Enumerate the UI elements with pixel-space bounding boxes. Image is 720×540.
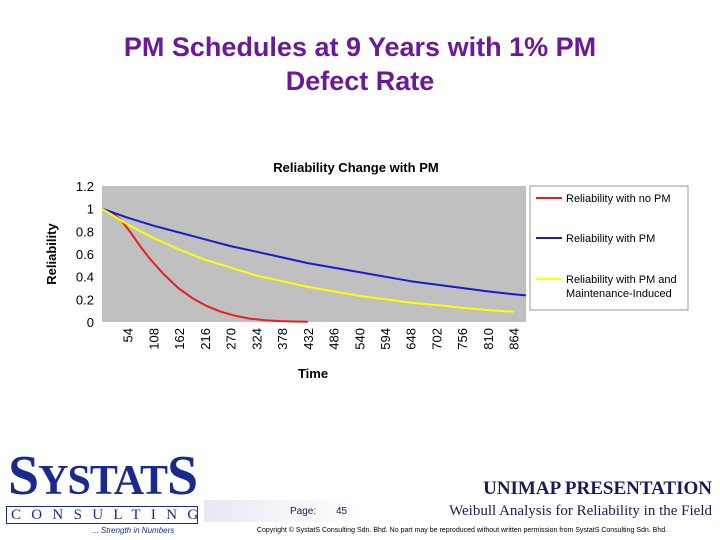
y-tick-label: 0.8 [76, 224, 94, 239]
x-tick-label: 864 [507, 328, 522, 350]
x-tick-label: 162 [172, 328, 187, 350]
page-number: 45 [336, 506, 348, 517]
slide-title: PM Schedules at 9 Years with 1% PM Defec… [40, 30, 680, 98]
x-tick-label-text: 216 [198, 328, 213, 350]
x-tick-label-text: 54 [121, 328, 136, 342]
systats-logo: SYSTATS CONSULTING ... Strength in Numbe… [6, 448, 202, 540]
y-tick-label: 1 [87, 202, 94, 217]
logo-wordmark: SYSTATS [8, 448, 198, 504]
x-tick-label: 378 [275, 328, 290, 350]
x-tick-label: 540 [352, 328, 367, 350]
plot-background [102, 186, 526, 322]
x-tick-label: 702 [429, 328, 444, 350]
x-tick-label-text: 594 [378, 328, 393, 350]
y-tick-label: 0 [87, 315, 94, 330]
x-tick-label: 756 [455, 328, 470, 350]
legend-label-2: Reliability with PM [566, 233, 655, 245]
logo-letters-middle: YSTAT [38, 458, 168, 504]
y-tick-label: 0.2 [76, 292, 94, 307]
footer-band [204, 500, 720, 522]
presentation-label: UNIMAP PRESENTATION [483, 478, 712, 499]
x-tick-label-text: 378 [275, 328, 290, 350]
x-tick-label-text: 432 [301, 328, 316, 350]
legend-label-3: Reliability with PM and Maintenance-Induc… [566, 274, 677, 300]
slide-title-line1: PM Schedules at 9 Years with 1% PM [123, 32, 597, 62]
y-tick-label: 0.6 [76, 247, 94, 262]
x-tick-label-text: 486 [327, 328, 342, 350]
legend-label-1: Reliability with no PM [566, 193, 671, 205]
logo-consulting-bar: CONSULTING [6, 506, 198, 524]
x-tick-label: 486 [327, 328, 342, 350]
x-tick-label-text: 108 [147, 328, 162, 350]
chart-legend: Reliability with no PM Reliability with P… [529, 185, 689, 311]
legend-box [529, 185, 689, 311]
y-tick-label: 0.4 [76, 270, 94, 285]
x-tick-label-text: 162 [172, 328, 187, 350]
series-line-3 [101, 207, 514, 313]
x-tick-label: 594 [378, 328, 393, 350]
reliability-chart: Reliability Change with PM Reliability T… [44, 160, 689, 381]
y-tick-labels: 0 0.2 0.4 0.6 0.8 1 1.2 [76, 179, 94, 330]
series-line-2 [101, 207, 527, 297]
x-tick-label: 270 [224, 328, 239, 350]
logo-letter-s-first: S [8, 445, 39, 507]
copyright-notice: Copyright © SystatS Consulting Sdn. Bhd.… [256, 527, 668, 534]
x-tick-label-text: 702 [429, 328, 444, 350]
x-tick-label-text: 270 [224, 328, 239, 350]
logo-letter-s-last: S [166, 445, 198, 507]
x-tick-label-text: 756 [455, 328, 470, 350]
x-tick-label-text: 648 [404, 328, 419, 350]
y-tick-label: 1.2 [76, 179, 94, 194]
x-tick-label-text: 540 [352, 328, 367, 350]
logo-tagline: ... Strength in Numbers [92, 526, 175, 535]
slide-title-line2: Defect Rate [285, 66, 435, 96]
x-tick-label: 54 [121, 328, 136, 342]
series-line-1 [101, 207, 308, 323]
x-tick-labels: 54 108 162 216 270 324 378 432 486 540 594 648 702 75… [121, 328, 522, 350]
y-axis-label: Reliability [44, 223, 59, 285]
x-tick-label: 810 [481, 328, 496, 350]
x-tick-label: 648 [404, 328, 419, 350]
x-tick-label: 108 [147, 328, 162, 350]
x-tick-label-text: 864 [507, 328, 522, 350]
x-tick-label-text: 324 [249, 328, 264, 350]
page-label: Page: [290, 506, 317, 517]
x-tick-label: 216 [198, 328, 213, 350]
x-axis-label: Time [298, 366, 328, 381]
x-tick-label: 432 [301, 328, 316, 350]
x-tick-label-text: 810 [481, 328, 496, 350]
plot-area [101, 186, 527, 323]
chart-title: Reliability Change with PM [273, 160, 438, 175]
x-tick-label: 324 [249, 328, 264, 350]
footer-subtitle: Weibull Analysis for Reliability in the … [449, 503, 712, 519]
